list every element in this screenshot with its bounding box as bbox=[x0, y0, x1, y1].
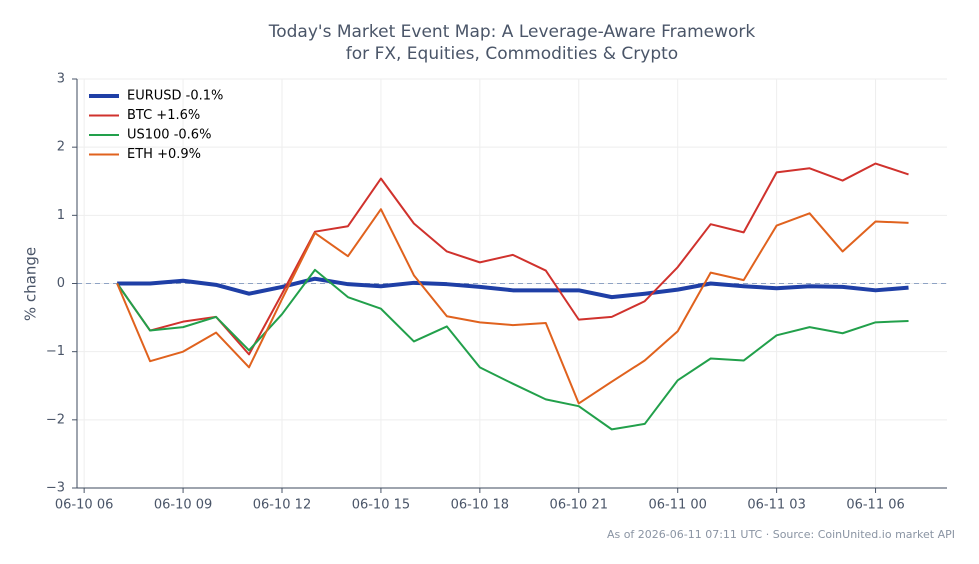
y-tick-label: 2 bbox=[57, 140, 65, 155]
x-tick-label: 06-10 21 bbox=[550, 498, 608, 513]
x-tick-label: 06-10 06 bbox=[55, 498, 113, 513]
chart-subtitle: for FX, Equities, Commodities & Crypto bbox=[346, 44, 678, 64]
y-axis-label: % change bbox=[22, 247, 40, 321]
x-tick-label: 06-10 12 bbox=[253, 498, 311, 513]
y-tick-label: −2 bbox=[46, 412, 65, 427]
y-tick-label: −3 bbox=[46, 481, 65, 496]
x-tick-label: 06-10 18 bbox=[451, 498, 509, 513]
x-tick-label: 06-10 15 bbox=[352, 498, 410, 513]
legend-label: US100 -0.6% bbox=[127, 128, 211, 143]
x-tick-label: 06-11 06 bbox=[846, 498, 904, 513]
y-tick-label: 0 bbox=[57, 276, 65, 291]
x-tick-label: 06-11 03 bbox=[747, 498, 805, 513]
series-line bbox=[116, 208, 909, 405]
y-tick-label: 3 bbox=[57, 72, 65, 87]
legend-label: BTC +1.6% bbox=[127, 108, 200, 123]
series-line bbox=[117, 276, 909, 300]
series-line bbox=[116, 268, 909, 431]
chart-title: Today's Market Event Map: A Leverage-Awa… bbox=[268, 22, 756, 42]
footnote: As of 2026-06-11 07:11 UTC · Source: Coi… bbox=[607, 528, 955, 541]
x-tick-label: 06-10 09 bbox=[154, 498, 212, 513]
series-line bbox=[116, 162, 909, 356]
x-tick-label: 06-11 00 bbox=[648, 498, 706, 513]
y-tick-label: −1 bbox=[46, 344, 65, 359]
legend-label: ETH +0.9% bbox=[127, 147, 201, 162]
legend-label: EURUSD -0.1% bbox=[127, 89, 223, 104]
y-tick-label: 1 bbox=[57, 208, 65, 223]
